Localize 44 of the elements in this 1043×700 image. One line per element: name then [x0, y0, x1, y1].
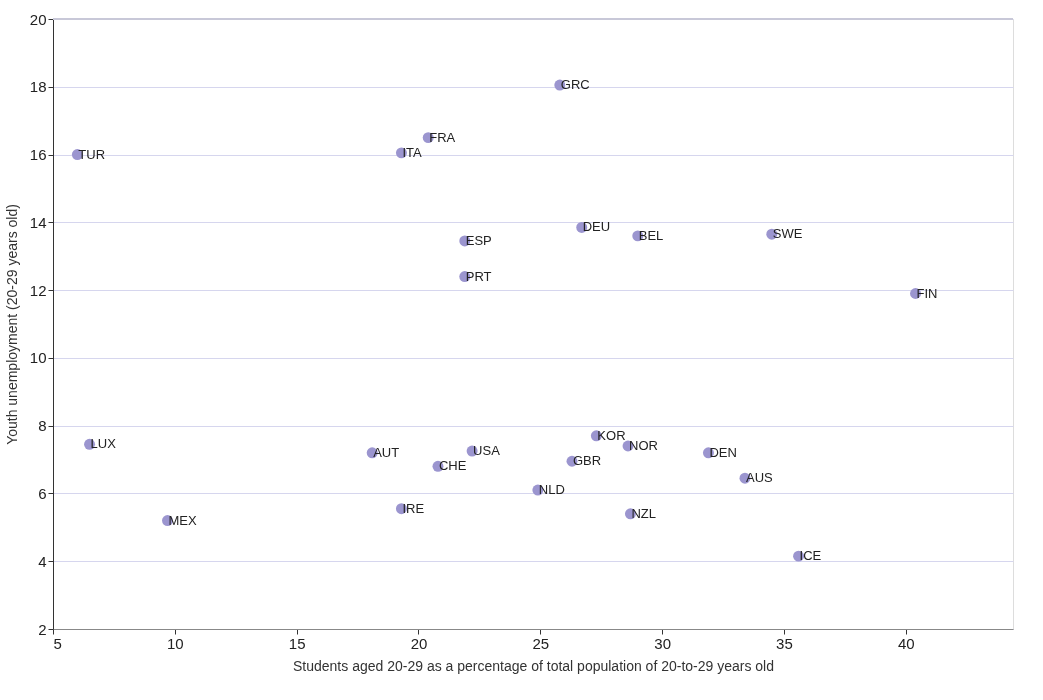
data-label: NZL — [631, 505, 657, 521]
data-label: KOR — [597, 427, 626, 443]
data-label: ITA — [402, 144, 423, 160]
data-label: TUR — [78, 146, 106, 162]
data-label: FIN — [916, 285, 938, 301]
y-tick-label: 14 — [29, 213, 47, 231]
data-label: ICE — [799, 548, 822, 564]
x-tick-label: 20 — [410, 634, 428, 652]
data-label: PRT — [465, 268, 492, 284]
x-tick-label: 10 — [166, 634, 184, 652]
data-label: CHE — [438, 458, 467, 474]
y-tick-label: 16 — [29, 146, 47, 164]
y-tick-label: 12 — [29, 281, 47, 299]
data-label: DEU — [582, 219, 611, 235]
data-label: GBR — [572, 453, 602, 469]
data-label: DEN — [709, 444, 737, 460]
data-label: NOR — [629, 438, 658, 453]
x-tick-label: 5 — [53, 634, 62, 652]
x-tick-label: 15 — [288, 634, 306, 652]
data-label: GRC — [560, 77, 590, 93]
data-label: SWE — [772, 226, 803, 242]
x-tick-label: 35 — [776, 634, 793, 652]
data-label: USA — [473, 443, 501, 459]
data-label: ESP — [465, 232, 492, 248]
y-tick-label: 18 — [29, 78, 47, 96]
data-label: BEL — [638, 227, 664, 243]
x-tick-label: 25 — [532, 634, 550, 652]
data-label: IRE — [402, 500, 425, 516]
data-label: MEX — [168, 512, 198, 528]
y-tick-label: 4 — [38, 552, 47, 570]
data-label: LUX — [90, 436, 117, 452]
x-tick-label: 40 — [897, 634, 915, 652]
data-label: NLD — [538, 482, 565, 498]
data-label: AUT — [373, 444, 400, 460]
y-axis-title: Youth unemployment (20-29 years old) — [3, 204, 20, 445]
y-tick-label: 20 — [29, 10, 47, 28]
y-tick-label: 6 — [38, 484, 47, 502]
y-tick-label: 2 — [38, 620, 47, 638]
y-tick-label: 8 — [38, 417, 47, 435]
data-label: FRA — [429, 129, 456, 145]
x-tick-label: 30 — [654, 634, 671, 652]
y-tick-label: 10 — [29, 349, 47, 367]
x-axis-title: Students aged 20-29 as a percentage of total population of 20-to-29 years old — [292, 657, 775, 674]
data-label: AUS — [745, 470, 774, 486]
